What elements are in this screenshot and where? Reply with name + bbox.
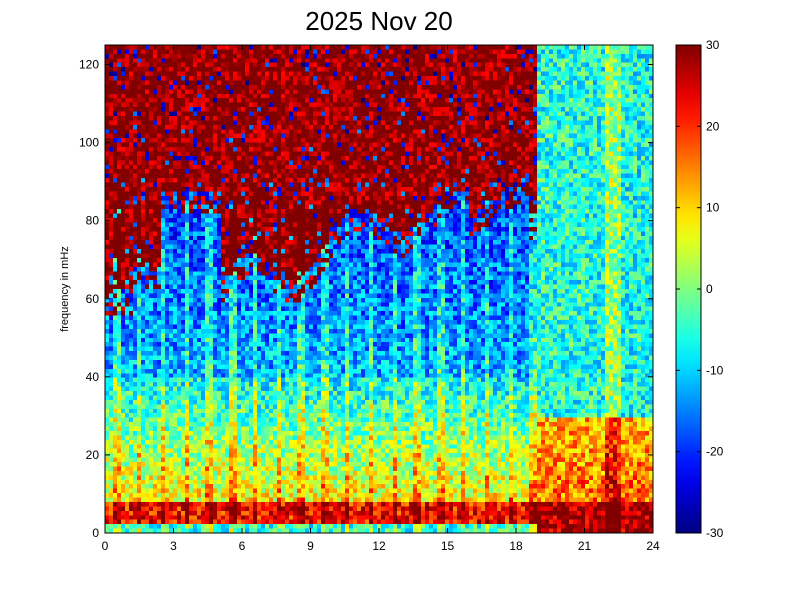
x-tick-label: 12 [372, 539, 386, 553]
x-tick-label: 3 [170, 539, 177, 553]
x-tick-label: 6 [239, 539, 246, 553]
colorbar-tick-label: -10 [706, 363, 724, 377]
colorbar-tick-label: 20 [706, 119, 720, 133]
y-tick-label: 20 [86, 448, 100, 462]
y-tick-label: 60 [86, 292, 100, 306]
y-tick-label: 0 [92, 526, 99, 540]
y-tick-label: 100 [79, 136, 99, 150]
spectrogram-image [105, 45, 653, 533]
x-tick-label: 15 [441, 539, 455, 553]
x-tick-label: 0 [102, 539, 109, 553]
y-axis-label: frequency in mHz [59, 246, 71, 332]
colorbar-tick-label: 10 [706, 201, 720, 215]
colorbar-tick-label: -20 [706, 445, 724, 459]
colorbar [675, 44, 702, 534]
colorbar-tick-label: -30 [706, 526, 724, 540]
colorbar-tick-label: 30 [706, 38, 720, 52]
y-tick-label: 80 [86, 214, 100, 228]
x-tick-label: 9 [307, 539, 314, 553]
chart-title: 2025 Nov 20 [305, 6, 453, 36]
x-tick-label: 18 [509, 539, 523, 553]
x-tick-label: 24 [646, 539, 660, 553]
colorbar-tick-label: 0 [706, 282, 713, 296]
x-tick-label: 21 [578, 539, 592, 553]
y-tick-label: 40 [86, 370, 100, 384]
y-tick-label: 120 [79, 58, 99, 72]
